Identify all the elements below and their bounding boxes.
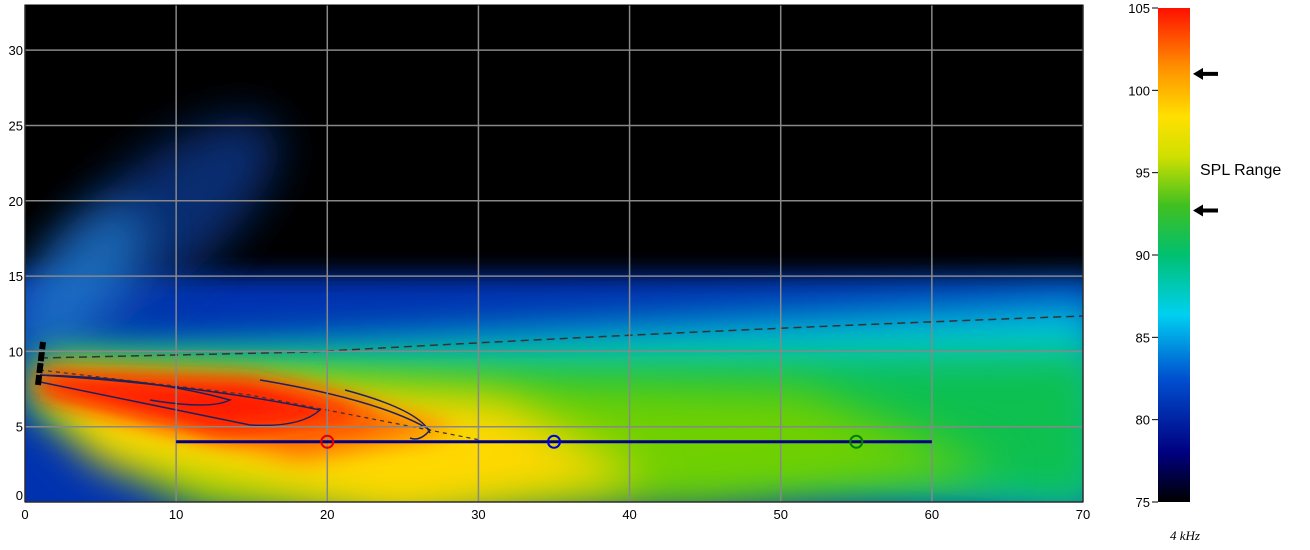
listener [547, 434, 561, 449]
frequency-label: 4 kHz [1170, 528, 1200, 543]
colorbar-label: SPL Range [1200, 162, 1281, 179]
x-tick-label: 70 [1076, 507, 1090, 522]
listener [320, 434, 335, 449]
listener [849, 434, 864, 449]
y-tick-label: 25 [9, 118, 23, 133]
range-marker [1193, 67, 1218, 80]
x-tick-label: 40 [622, 507, 636, 522]
heatmap [25, 5, 1083, 502]
y-tick-label: 5 [16, 420, 23, 435]
y-tick-label: 20 [9, 194, 23, 209]
y-tick-label: 10 [9, 344, 23, 359]
colorbar-tick-label: 90 [1136, 248, 1150, 263]
colorbar-tick-label: 75 [1136, 495, 1150, 510]
y-tick-label: 15 [9, 269, 23, 284]
plot-frame [24, 4, 1084, 503]
x-tick-label: 10 [169, 507, 183, 522]
colorbar-tick-label: 105 [1128, 1, 1150, 16]
colorbar-tick-label: 100 [1128, 83, 1150, 98]
x-tick-label: 30 [471, 507, 485, 522]
x-tick-label: 20 [320, 507, 334, 522]
colorbar-tick-label: 95 [1136, 166, 1150, 181]
y-tick-label: 0 [16, 488, 23, 503]
x-tick-label: 60 [925, 507, 939, 522]
range-marker [1193, 204, 1218, 217]
x-tick-label: 0 [21, 507, 28, 522]
y-tick-label: 30 [9, 43, 23, 58]
x-tick-label: 50 [773, 507, 787, 522]
colorbar-tick-label: 80 [1136, 413, 1150, 428]
colorbar [1158, 8, 1190, 502]
colorbar-tick-label: 85 [1136, 330, 1150, 345]
